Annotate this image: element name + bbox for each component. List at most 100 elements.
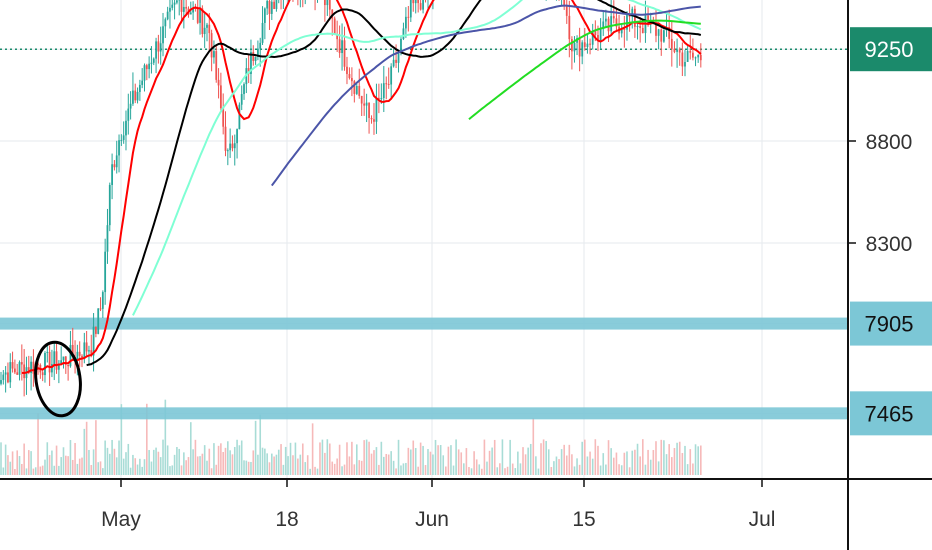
volume-bar <box>402 463 405 475</box>
candle-body <box>338 39 341 54</box>
volume-bar <box>341 466 343 475</box>
candle-body <box>32 361 35 374</box>
volume-bar <box>565 455 568 475</box>
candle-body <box>639 26 642 28</box>
candle-body <box>331 9 334 19</box>
volume-bar <box>649 459 652 475</box>
volume-bar <box>141 466 143 475</box>
candle-body <box>375 97 378 122</box>
candle-body <box>192 7 195 13</box>
candle-body <box>689 50 692 53</box>
volume-bar <box>460 452 463 475</box>
volume-bar <box>69 440 72 475</box>
candle-body <box>219 85 222 109</box>
candle-body <box>51 364 53 373</box>
volume-bar <box>390 451 392 475</box>
volume-bar <box>173 454 176 475</box>
candle-body <box>670 38 673 49</box>
candle-body <box>55 351 58 370</box>
candle-body <box>224 126 227 151</box>
volume-bar <box>358 460 361 475</box>
volume-bar <box>397 439 400 475</box>
volume-bar <box>275 454 278 475</box>
volume-bar <box>213 443 215 475</box>
y-tick-label: 8800 <box>866 131 913 154</box>
volume-bar <box>636 443 639 475</box>
volume-bar <box>199 456 201 475</box>
volume-bar <box>210 468 213 475</box>
candle-body <box>678 49 681 53</box>
volume-bar <box>252 450 255 475</box>
volume-bar <box>511 463 514 475</box>
volume-bar <box>639 456 641 475</box>
x-tick-label: Jun <box>415 508 449 531</box>
volume-bars <box>0 399 702 475</box>
volume-bar <box>39 466 42 475</box>
candle-body <box>44 352 46 376</box>
ma-red-line <box>21 0 702 375</box>
volume-bar <box>610 448 612 475</box>
candle-body <box>138 84 141 92</box>
candle-body <box>273 1 276 9</box>
candle-body <box>210 33 213 58</box>
volume-bar <box>589 451 591 475</box>
volume-bar <box>189 422 192 475</box>
candle-body <box>23 364 26 379</box>
volume-bar <box>542 439 545 475</box>
candle-body <box>213 51 215 58</box>
candle-body <box>333 18 336 35</box>
candle-body <box>132 90 134 104</box>
volume-bar <box>463 463 465 475</box>
volume-bar <box>550 467 553 475</box>
candle-body <box>2 374 5 381</box>
candle-body <box>591 30 594 45</box>
candle-body <box>692 52 694 58</box>
volume-bar <box>243 460 245 475</box>
volume-bar <box>486 461 488 475</box>
volume-bar <box>88 449 90 475</box>
volume-bar <box>591 458 594 475</box>
volume-bar <box>171 465 174 475</box>
annotations <box>34 340 82 418</box>
volume-bar <box>97 462 100 475</box>
candle-body <box>573 42 576 52</box>
candle-body <box>699 54 702 61</box>
volume-bar <box>7 455 9 475</box>
volume-bar <box>157 451 160 475</box>
volume-bar <box>129 467 132 475</box>
volume-bar <box>623 452 626 475</box>
volume-bar <box>111 439 113 475</box>
volume-bar <box>268 462 271 475</box>
candle-body <box>0 380 2 384</box>
volume-bar <box>287 456 289 475</box>
candle-body <box>141 80 144 85</box>
volume-bar <box>176 447 178 475</box>
candle-body <box>402 28 405 39</box>
volume-bar <box>586 456 589 475</box>
volume-bar <box>280 444 282 475</box>
volume-bar <box>370 453 373 475</box>
volume-bar <box>282 464 285 475</box>
candle-body <box>568 15 571 40</box>
volume-bar <box>18 456 21 475</box>
volume-bar <box>678 441 681 475</box>
volume-bar <box>647 449 649 475</box>
candle-body <box>414 0 417 4</box>
volume-bar <box>697 446 699 475</box>
candle-body <box>594 30 597 36</box>
volume-bar <box>152 449 155 475</box>
volume-bar <box>273 456 275 475</box>
candle-body <box>336 34 339 40</box>
candle-body <box>125 120 127 136</box>
volume-bar <box>631 450 634 475</box>
candle-body <box>657 29 660 36</box>
volume-bar <box>452 465 455 475</box>
candle-body <box>363 103 366 106</box>
x-tick-label: 18 <box>275 508 298 531</box>
volume-bar <box>555 456 558 475</box>
volume-bar <box>178 448 181 475</box>
volume-bar <box>16 450 19 475</box>
candle-body <box>64 356 67 365</box>
candle-body <box>261 22 264 43</box>
candle-body <box>46 351 49 353</box>
